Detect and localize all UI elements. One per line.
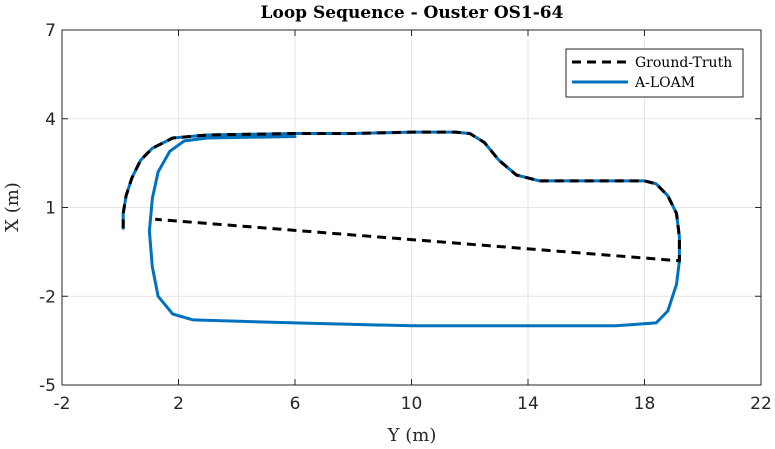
x-tick-label: 18 bbox=[634, 394, 656, 414]
legend-label-a-loam: A-LOAM bbox=[634, 75, 695, 91]
x-tick-label: 14 bbox=[517, 394, 539, 414]
legend: Ground-Truth A-LOAM bbox=[565, 48, 744, 98]
legend-label-ground-truth: Ground-Truth bbox=[635, 55, 732, 71]
chart-title: Loop Sequence - Ouster OS1-64 bbox=[261, 3, 564, 23]
series-line-ground-truth bbox=[121, 130, 681, 263]
x-tick-label: -2 bbox=[54, 394, 71, 414]
y-axis-label: X (m) bbox=[2, 182, 23, 232]
y-tick-label: -5 bbox=[39, 376, 56, 396]
y-tick-label: 1 bbox=[45, 199, 56, 219]
x-tick-label: 10 bbox=[401, 394, 423, 414]
plot-area bbox=[121, 130, 681, 328]
y-tick-label: 4 bbox=[45, 110, 56, 130]
legend-box bbox=[565, 48, 744, 98]
x-tick-label: 22 bbox=[750, 394, 772, 414]
y-tick-label: 7 bbox=[45, 21, 56, 41]
y-tick-label: -2 bbox=[39, 287, 56, 307]
x-tick-label: 2 bbox=[173, 394, 184, 414]
x-tick-label: 6 bbox=[290, 394, 301, 414]
x-axis-label: Y (m) bbox=[387, 425, 437, 446]
